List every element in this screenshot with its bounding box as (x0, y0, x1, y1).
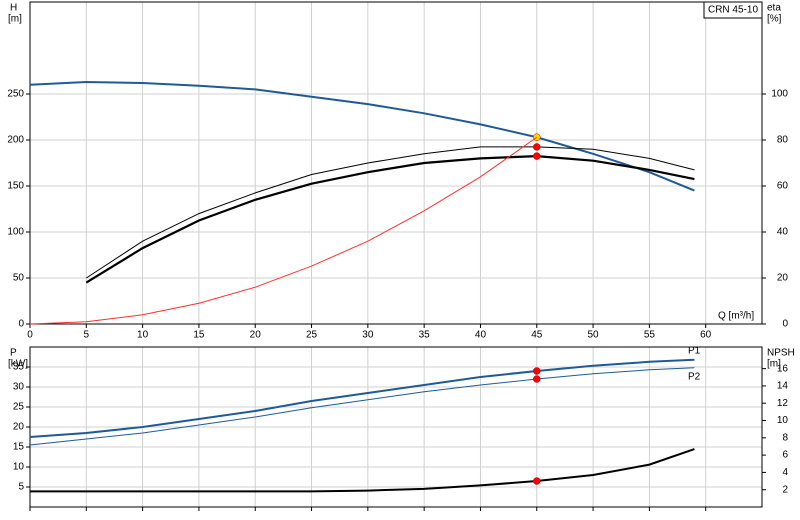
y2-tick-label: 0 (782, 319, 788, 330)
y-axis-unit: [kW] (8, 359, 28, 370)
y2-axis-label: eta (767, 3, 781, 14)
y-tick-label: 30 (13, 382, 25, 393)
curve (86, 146, 695, 279)
y-axis-unit: [m] (8, 14, 22, 25)
y2-tick-label: 10 (777, 415, 789, 426)
x-tick-label: 0 (27, 330, 33, 341)
x-tick-label: 55 (644, 330, 656, 341)
x-tick-label: 35 (419, 330, 431, 341)
curve (29, 136, 538, 325)
y-axis-label: P (10, 348, 17, 359)
y2-tick-label: 6 (782, 450, 788, 461)
x-axis-label: Q [m³/h] (718, 311, 754, 322)
x-tick-label: 50 (588, 330, 600, 341)
y-tick-label: 100 (7, 227, 24, 238)
y2-tick-label: 14 (777, 381, 789, 392)
x-tick-label: 30 (362, 330, 374, 341)
x-tick-label: 25 (306, 330, 318, 341)
y2-tick-label: 16 (777, 363, 789, 374)
duty-point (533, 477, 541, 485)
duty-point (533, 152, 541, 160)
y-tick-label: 5 (18, 482, 24, 493)
y-tick-label: 25 (13, 402, 25, 413)
plot-frame (29, 346, 763, 508)
y-tick-label: 250 (7, 89, 24, 100)
duty-point (533, 367, 541, 375)
y2-tick-label: 12 (777, 398, 789, 409)
y2-tick-label: 80 (777, 135, 789, 146)
y-tick-label: 200 (7, 135, 24, 146)
series-label: P1 (688, 345, 701, 356)
x-tick-label: 40 (475, 330, 487, 341)
series-label: P2 (688, 371, 701, 382)
y2-axis-unit: [m] (767, 359, 781, 370)
y2-tick-label: 2 (782, 484, 788, 495)
x-tick-label: 20 (250, 330, 262, 341)
title-box (703, 1, 763, 19)
curve (85, 154, 695, 284)
curve (30, 448, 695, 493)
duty-point (533, 143, 541, 151)
x-tick-label: 10 (137, 330, 149, 341)
y-tick-label: 0 (18, 319, 24, 330)
y-tick-label: 15 (13, 442, 25, 453)
x-tick-label: 45 (531, 330, 543, 341)
x-tick-label: 5 (84, 330, 90, 341)
y-tick-label: 50 (13, 273, 25, 284)
duty-point (533, 375, 541, 383)
x-tick-label: 15 (193, 330, 205, 341)
curve (29, 367, 695, 446)
y2-tick-label: 20 (777, 273, 789, 284)
chart-title: CRN 45-10 (708, 5, 758, 16)
y2-axis-label: NPSH (767, 348, 795, 359)
y2-tick-label: 4 (782, 467, 788, 478)
y-tick-label: 10 (13, 462, 25, 473)
y2-tick-label: 40 (777, 227, 789, 238)
y-tick-label: 35 (13, 362, 25, 373)
y-axis-label: H (10, 3, 17, 14)
y2-tick-label: 60 (777, 181, 789, 192)
y2-tick-label: 8 (782, 432, 788, 443)
curve (29, 81, 695, 192)
y-tick-label: 20 (13, 422, 25, 433)
x-tick-label: 60 (700, 330, 712, 341)
y2-axis-unit: [%] (767, 14, 782, 25)
curve (29, 358, 695, 438)
y-tick-label: 150 (7, 181, 24, 192)
plot-frame (29, 1, 763, 325)
y2-tick-label: 100 (771, 89, 788, 100)
